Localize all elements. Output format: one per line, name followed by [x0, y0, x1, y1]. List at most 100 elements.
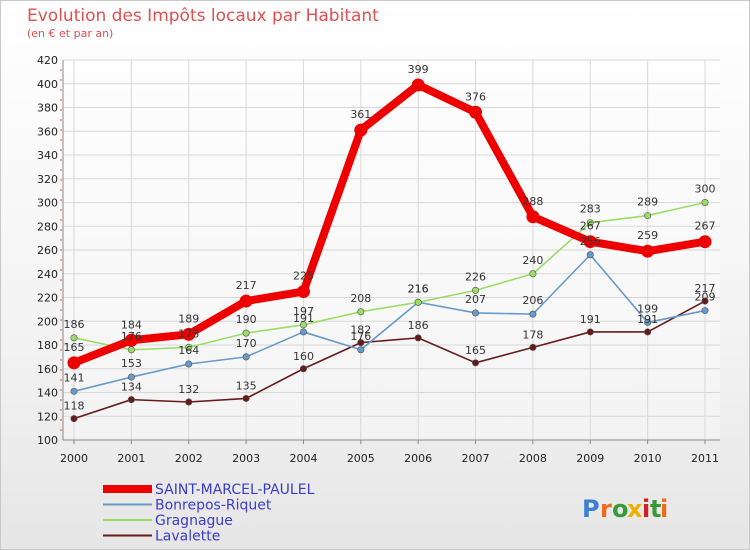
data-point [469, 105, 483, 119]
logo-letter: t [650, 495, 661, 523]
data-point [414, 334, 422, 342]
data-label: 191 [580, 313, 601, 326]
data-point [529, 310, 537, 318]
data-point [299, 328, 307, 336]
y-tick-label: 260 [37, 244, 58, 257]
data-point [357, 339, 365, 347]
x-tick-label: 2001 [117, 452, 145, 465]
data-point [185, 398, 193, 406]
x-tick-label: 2004 [289, 452, 317, 465]
y-tick-label: 340 [37, 149, 58, 162]
y-tick-label: 200 [37, 315, 58, 328]
data-point [185, 360, 193, 368]
x-tick-label: 2008 [519, 452, 547, 465]
data-label: 164 [178, 344, 199, 357]
data-point [354, 123, 368, 137]
data-label: 176 [121, 330, 142, 343]
y-tick-label: 140 [37, 387, 58, 400]
data-point [701, 199, 709, 207]
data-point [698, 235, 712, 249]
data-point [529, 270, 537, 278]
data-point [641, 244, 655, 258]
data-point [242, 329, 250, 337]
data-label: 225 [293, 270, 314, 283]
data-point [644, 212, 652, 220]
data-point [414, 298, 422, 306]
data-point [357, 308, 365, 316]
data-label: 267 [580, 220, 601, 233]
data-point [296, 285, 310, 299]
data-label: 160 [293, 350, 314, 363]
data-point [242, 353, 250, 361]
data-label: 289 [637, 196, 658, 209]
data-label: 186 [408, 319, 429, 332]
series-line-1 [73, 253, 706, 393]
data-label: 361 [350, 108, 371, 121]
logo-letter: x [627, 495, 643, 523]
legend: SAINT-MARCEL-PAULELBonrepos-RiquetGragna… [103, 482, 315, 545]
data-label: 190 [236, 313, 257, 326]
data-label: 376 [465, 90, 486, 103]
data-label: 132 [178, 383, 199, 396]
data-label: 217 [695, 282, 716, 295]
data-point [586, 328, 594, 336]
y-tick-label: 180 [37, 339, 58, 352]
logo-letter: i [660, 495, 668, 523]
x-tick-label: 2007 [462, 452, 490, 465]
logo-letter: P [582, 495, 600, 523]
data-label: 178 [522, 328, 543, 341]
data-label: 216 [408, 282, 429, 295]
data-point [70, 387, 78, 395]
data-label: 288 [522, 195, 543, 208]
y-tick-label: 100 [37, 434, 58, 447]
data-label: 135 [236, 379, 257, 392]
data-label: 240 [522, 254, 543, 267]
data-point [411, 78, 425, 92]
x-tick-label: 2009 [576, 452, 604, 465]
data-point [586, 251, 594, 259]
y-tick-label: 360 [37, 125, 58, 138]
data-point [242, 394, 250, 402]
data-label: 165 [465, 344, 486, 357]
data-label: 178 [178, 327, 199, 340]
y-tick-label: 240 [37, 268, 58, 281]
data-label: 267 [695, 220, 716, 233]
data-point [127, 396, 135, 404]
data-point [127, 373, 135, 381]
data-label: 191 [293, 312, 314, 325]
data-label: 184 [121, 318, 142, 331]
y-tick-label: 380 [37, 102, 58, 115]
logo-letter: r [600, 495, 612, 523]
y-tick-label: 300 [37, 197, 58, 210]
data-label: 216 [408, 282, 429, 295]
data-label: 186 [64, 318, 85, 331]
series-layer [67, 78, 712, 423]
data-label: 256 [580, 235, 601, 248]
y-tick-label: 280 [37, 220, 58, 233]
data-label: 208 [350, 292, 371, 305]
legend-label: Gragnague [155, 513, 233, 529]
legend-label: Bonrepos-Riquet [155, 498, 272, 514]
data-label: 199 [637, 302, 658, 315]
y-tick-label: 420 [37, 54, 58, 67]
grid [63, 59, 720, 441]
axes: 100 120 140 160 180 200 220 240 260 280 300 320 340 3… [37, 54, 720, 465]
data-point [299, 321, 307, 329]
x-tick-label: 2005 [347, 452, 375, 465]
data-point [583, 235, 597, 249]
data-point [357, 346, 365, 354]
series-line-0 [70, 80, 709, 367]
data-label: 191 [637, 313, 658, 326]
data-point [185, 343, 193, 351]
data-point [127, 346, 135, 354]
chart-title: Evolution des Impôts locaux par Habitant [27, 6, 379, 26]
data-label: 170 [236, 337, 257, 350]
x-tick-label: 2000 [60, 452, 88, 465]
data-label: 283 [580, 203, 601, 216]
data-label: 141 [64, 371, 85, 384]
data-label: 259 [637, 229, 658, 242]
data-point [182, 327, 196, 341]
data-label: 118 [64, 400, 85, 413]
logo-letter: o [612, 495, 629, 523]
data-label: 165 [64, 341, 85, 354]
